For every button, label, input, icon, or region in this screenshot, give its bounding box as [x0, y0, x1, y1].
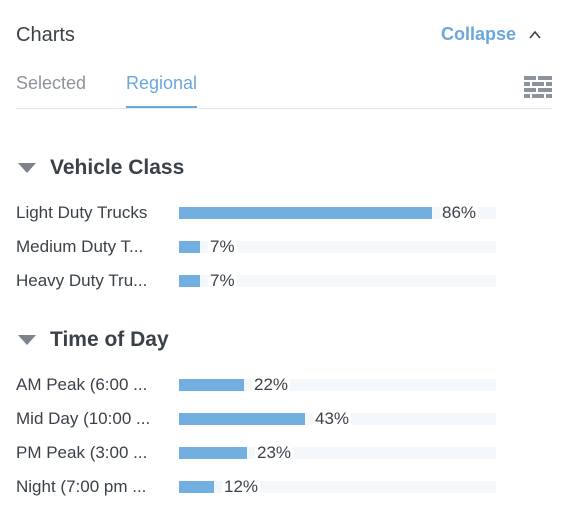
section-header-time-of-day[interactable]: Time of Day: [16, 327, 496, 353]
bar-fill: [179, 447, 247, 459]
section-title: Time of Day: [50, 328, 169, 351]
tab-bar: Selected Regional: [16, 68, 552, 109]
bar-track: [179, 379, 496, 391]
bar-fill: [179, 275, 200, 287]
charts-header: Charts Collapse: [16, 22, 552, 52]
bar-percent: 7%: [208, 237, 237, 257]
bar-row[interactable]: PM Peak (3:00 ... 23%: [16, 437, 496, 471]
section-header-vehicle-class[interactable]: Vehicle Class: [16, 155, 496, 181]
bar-label: PM Peak (3:00 ...: [16, 443, 148, 462]
bar-label: Night (7:00 pm ...: [16, 477, 147, 496]
bar-track: [179, 447, 496, 459]
bar-label: Mid Day (10:00 ...: [16, 409, 151, 428]
collapse-triangle-icon: [18, 335, 36, 345]
bar-fill: [179, 413, 305, 425]
section-title: Vehicle Class: [50, 156, 185, 179]
section-time-of-day: Time of Day AM Peak (6:00 ... 22% Mid Da…: [16, 327, 496, 505]
bar-label: AM Peak (6:00 ...: [16, 375, 148, 394]
bar-track: [179, 275, 496, 287]
bar-percent: 23%: [255, 443, 294, 463]
bar-fill: [179, 207, 432, 219]
collapse-button[interactable]: Collapse: [441, 24, 542, 45]
chevron-up-icon: [529, 30, 541, 39]
bar-track: [179, 207, 496, 219]
table-view-icon[interactable]: [524, 74, 552, 102]
bar-percent: 7%: [208, 271, 237, 291]
bar-percent: 22%: [252, 375, 291, 395]
section-vehicle-class: Vehicle Class Light Duty Trucks 86% Medi…: [16, 155, 496, 299]
bar-row[interactable]: Medium Duty T... 7%: [16, 231, 496, 265]
bar-fill: [179, 481, 214, 493]
bar-row[interactable]: Mid Day (10:00 ... 43%: [16, 403, 496, 437]
tab-selected[interactable]: Selected: [16, 73, 87, 93]
bar-percent: 43%: [313, 409, 352, 429]
bar-fill: [179, 379, 244, 391]
collapse-triangle-icon: [18, 163, 36, 173]
bar-row[interactable]: Light Duty Trucks 86%: [16, 197, 496, 231]
bar-row[interactable]: Night (7:00 pm ... 12%: [16, 471, 496, 505]
tab-regional[interactable]: Regional: [126, 73, 198, 108]
bar-label: Heavy Duty Tru...: [16, 271, 148, 290]
panel-title: Charts: [16, 24, 75, 46]
bar-row[interactable]: Heavy Duty Tru... 7%: [16, 265, 496, 299]
bar-fill: [179, 241, 200, 253]
bar-label: Medium Duty T...: [16, 237, 144, 256]
bar-percent: 86%: [440, 203, 479, 223]
bar-percent: 12%: [222, 477, 261, 497]
bar-track: [179, 241, 496, 253]
collapse-label: Collapse: [440, 24, 516, 44]
bar-label: Light Duty Trucks: [16, 203, 148, 222]
bar-row[interactable]: AM Peak (6:00 ... 22%: [16, 369, 496, 403]
